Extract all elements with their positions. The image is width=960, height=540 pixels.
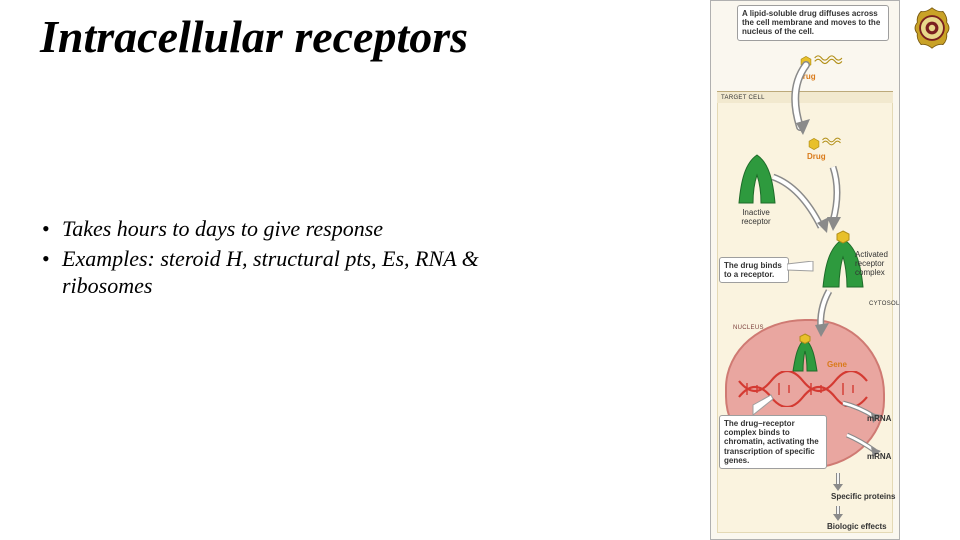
page-title: Intracellular receptors <box>40 10 468 63</box>
label-activated-receptor: Activated receptor complex <box>855 251 897 277</box>
label-specific-proteins: Specific proteins <box>831 493 895 502</box>
slide: Intracellular receptors Takes hours to d… <box>0 0 960 540</box>
label-nucleus: NUCLEUS <box>733 325 764 332</box>
lipid-tails-icon <box>821 133 851 147</box>
callout-pointer-icon <box>751 393 775 417</box>
label-biologic-effects: Biologic effects <box>827 523 887 532</box>
caption-chromatin: The drug–receptor complex binds to chrom… <box>719 415 827 469</box>
arrow-icon <box>781 61 831 141</box>
drug-icon <box>807 137 821 151</box>
list-item: Takes hours to days to give response <box>40 215 520 243</box>
arrow-icon <box>831 505 845 521</box>
bullet-text-1: Takes hours to days to give response <box>62 216 383 241</box>
label-mrna-1: mRNA <box>867 415 891 424</box>
callout-pointer-icon <box>787 261 817 273</box>
arrow-icon <box>831 471 845 491</box>
logo-icon <box>910 6 954 50</box>
bullet-text-2: Examples: steroid H, structural pts, Es,… <box>62 246 479 299</box>
arrow-icon <box>807 287 847 337</box>
caption-bind: The drug binds to a receptor. <box>719 257 789 283</box>
list-item: Examples: steroid H, structural pts, Es,… <box>40 245 520 300</box>
receptor-on-dna-icon <box>785 333 825 373</box>
caption-top: A lipid-soluble drug diffuses across the… <box>737 5 889 41</box>
diagram-panel: A lipid-soluble drug diffuses across the… <box>710 0 900 540</box>
label-target-cell: TARGET CELL <box>721 95 765 102</box>
label-mrna-2: mRNA <box>867 453 891 462</box>
label-cytosol: CYTOSOL <box>869 301 900 308</box>
bullet-list: Takes hours to days to give response Exa… <box>40 215 520 302</box>
label-gene: Gene <box>827 361 847 370</box>
